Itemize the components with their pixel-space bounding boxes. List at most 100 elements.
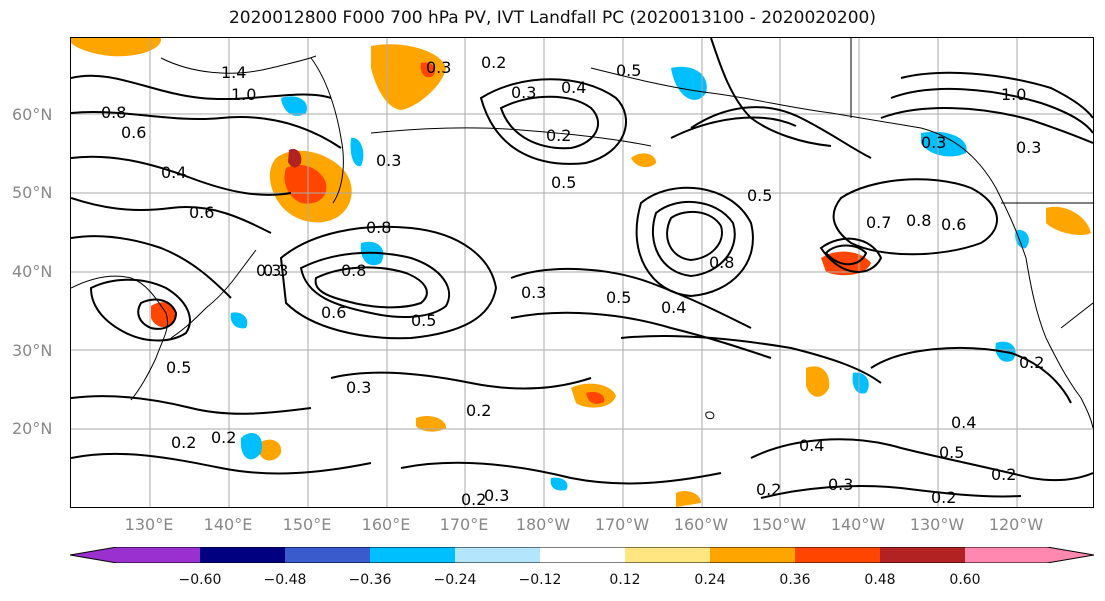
contour-label: 0.5 bbox=[747, 186, 772, 205]
coastline-siberia bbox=[160, 55, 317, 74]
colorbar-bin bbox=[455, 547, 540, 563]
contour-label: 0.2 bbox=[756, 480, 781, 499]
contour-label: 0.6 bbox=[189, 203, 214, 222]
contour-label: 0.8 bbox=[101, 103, 126, 122]
contour-label: 0.4 bbox=[561, 78, 586, 97]
contour-label: 0.5 bbox=[616, 61, 641, 80]
colorbar-bin bbox=[880, 547, 965, 563]
border-canada-us bbox=[850, 38, 1093, 204]
contour-labels: 0.8 0.6 1.0 1.4 0.8 0.6 0.4 0.6 0.3 0.3 … bbox=[101, 53, 1044, 507]
lat-label-40n: 40°N bbox=[12, 262, 53, 281]
contour-label: 0.2 bbox=[931, 488, 956, 507]
contour-label: 1.4 bbox=[221, 63, 246, 82]
lon-label-130w: 130°W bbox=[909, 515, 965, 534]
contour-label: 0.2 bbox=[461, 490, 486, 507]
contour-label: 0.7 bbox=[866, 213, 891, 232]
anomaly-patch-negative bbox=[230, 312, 248, 329]
colorbar-tick: −0.48 bbox=[263, 572, 307, 588]
lat-label-20n: 20°N bbox=[12, 419, 53, 438]
contour-label: 1.0 bbox=[1001, 85, 1026, 104]
contour-label: 0.3 bbox=[484, 486, 509, 505]
anomaly-patch-negative bbox=[240, 433, 262, 460]
contour-label: 0.3 bbox=[376, 151, 401, 170]
contour-label: 0.6 bbox=[941, 215, 966, 234]
lon-label-140w: 140°W bbox=[830, 515, 886, 534]
contour-label: 0.2 bbox=[211, 428, 236, 447]
anomaly-patch-negative bbox=[852, 372, 869, 394]
contour-label: 0.5 bbox=[606, 288, 631, 307]
pv-contours bbox=[71, 38, 1093, 499]
colorbar-tick: 0.36 bbox=[779, 572, 811, 588]
anomaly-patch-positive-core bbox=[284, 164, 327, 204]
coastline-north-america bbox=[1025, 257, 1093, 429]
contour-label: 0.6 bbox=[121, 123, 146, 142]
colorbar-bin bbox=[200, 547, 285, 563]
contour-label: 0.3 bbox=[346, 378, 371, 397]
contour-label: 0.8 bbox=[366, 218, 391, 237]
contour-label: 0.3 bbox=[828, 475, 853, 494]
contour-label: 0.2 bbox=[466, 401, 491, 420]
contour-label: 0.8 bbox=[906, 211, 931, 230]
lon-label-170w: 170°W bbox=[594, 515, 650, 534]
anomaly-patch-negative bbox=[350, 137, 364, 167]
contour-label: 0.3 bbox=[263, 261, 288, 280]
anomaly-patch-negative bbox=[550, 477, 568, 491]
colorbar-bin bbox=[285, 547, 370, 563]
contour-label: 0.4 bbox=[799, 436, 824, 455]
colorbar-tick: −0.12 bbox=[518, 572, 562, 588]
anomaly-patch-negative bbox=[671, 66, 707, 100]
colorbar-tick: −0.36 bbox=[348, 572, 392, 588]
lon-label-120w: 120°W bbox=[988, 515, 1044, 534]
anomaly-patch-positive bbox=[1046, 206, 1091, 235]
lat-label-30n: 30°N bbox=[12, 341, 53, 360]
contour-label: 0.2 bbox=[481, 53, 506, 72]
contour-label: 0.3 bbox=[511, 83, 536, 102]
contour-label: 0.8 bbox=[341, 261, 366, 280]
contour-label: 0.6 bbox=[321, 303, 346, 322]
contour-label: 0.4 bbox=[951, 413, 976, 432]
anomaly-patch-positive bbox=[71, 38, 162, 57]
lat-label-60n: 60°N bbox=[12, 105, 53, 124]
coastline-alaska bbox=[590, 67, 1027, 259]
contour-label: 0.3 bbox=[1016, 138, 1041, 157]
colorbar-tick: 0.60 bbox=[949, 572, 981, 588]
colorbar-bin bbox=[710, 547, 795, 563]
contour-label: 0.5 bbox=[939, 443, 964, 462]
lon-label-160w: 160°W bbox=[673, 515, 729, 534]
lon-label-160e: 160°E bbox=[361, 515, 411, 534]
contour-label: 0.8 bbox=[709, 253, 734, 272]
coastline-hawaii bbox=[705, 411, 715, 420]
colorbar-extend-low bbox=[70, 547, 200, 563]
colorbar-tick: 0.48 bbox=[864, 572, 896, 588]
contour-label: 0.5 bbox=[411, 311, 436, 330]
coastlines bbox=[71, 38, 1093, 429]
anomaly-patch-negative bbox=[281, 96, 307, 116]
contour-label: 0.3 bbox=[426, 58, 451, 77]
anomaly-patch-negative bbox=[921, 131, 967, 157]
anomaly-patch-positive bbox=[371, 44, 446, 110]
border-us-mexico bbox=[1060, 302, 1093, 329]
coastline-aleutians bbox=[370, 127, 652, 147]
anomaly-patch-positive bbox=[631, 153, 656, 168]
colorbar bbox=[70, 547, 1094, 563]
colorbar-tick: 0.24 bbox=[694, 572, 726, 588]
lat-label-50n: 50°N bbox=[12, 183, 53, 202]
lon-label-150e: 150°E bbox=[282, 515, 332, 534]
anomaly-patch-positive bbox=[151, 302, 176, 327]
lon-label-180w: 180°W bbox=[515, 515, 571, 534]
colorbar-bin bbox=[625, 547, 710, 563]
contour-label: 1.0 bbox=[231, 85, 256, 104]
contour-label: 0.4 bbox=[161, 163, 186, 182]
filled-anomalies bbox=[71, 38, 1091, 507]
anomaly-patch-positive bbox=[676, 491, 701, 507]
anomaly-patch-positive-core bbox=[586, 392, 605, 404]
colorbar-extend-high bbox=[965, 547, 1094, 563]
contour-label: 0.3 bbox=[921, 133, 946, 152]
contour-label: 0.4 bbox=[661, 298, 686, 317]
plot-title: 2020012800 F000 700 hPa PV, IVT Landfall… bbox=[228, 8, 876, 28]
map-svg: 0.8 0.6 1.0 1.4 0.8 0.6 0.4 0.6 0.3 0.3 … bbox=[71, 38, 1093, 507]
lon-label-130e: 130°E bbox=[124, 515, 174, 534]
anomaly-patch-negative bbox=[1015, 229, 1029, 249]
colorbar-tick: −0.60 bbox=[178, 572, 222, 588]
contour-label: 0.3 bbox=[521, 283, 546, 302]
